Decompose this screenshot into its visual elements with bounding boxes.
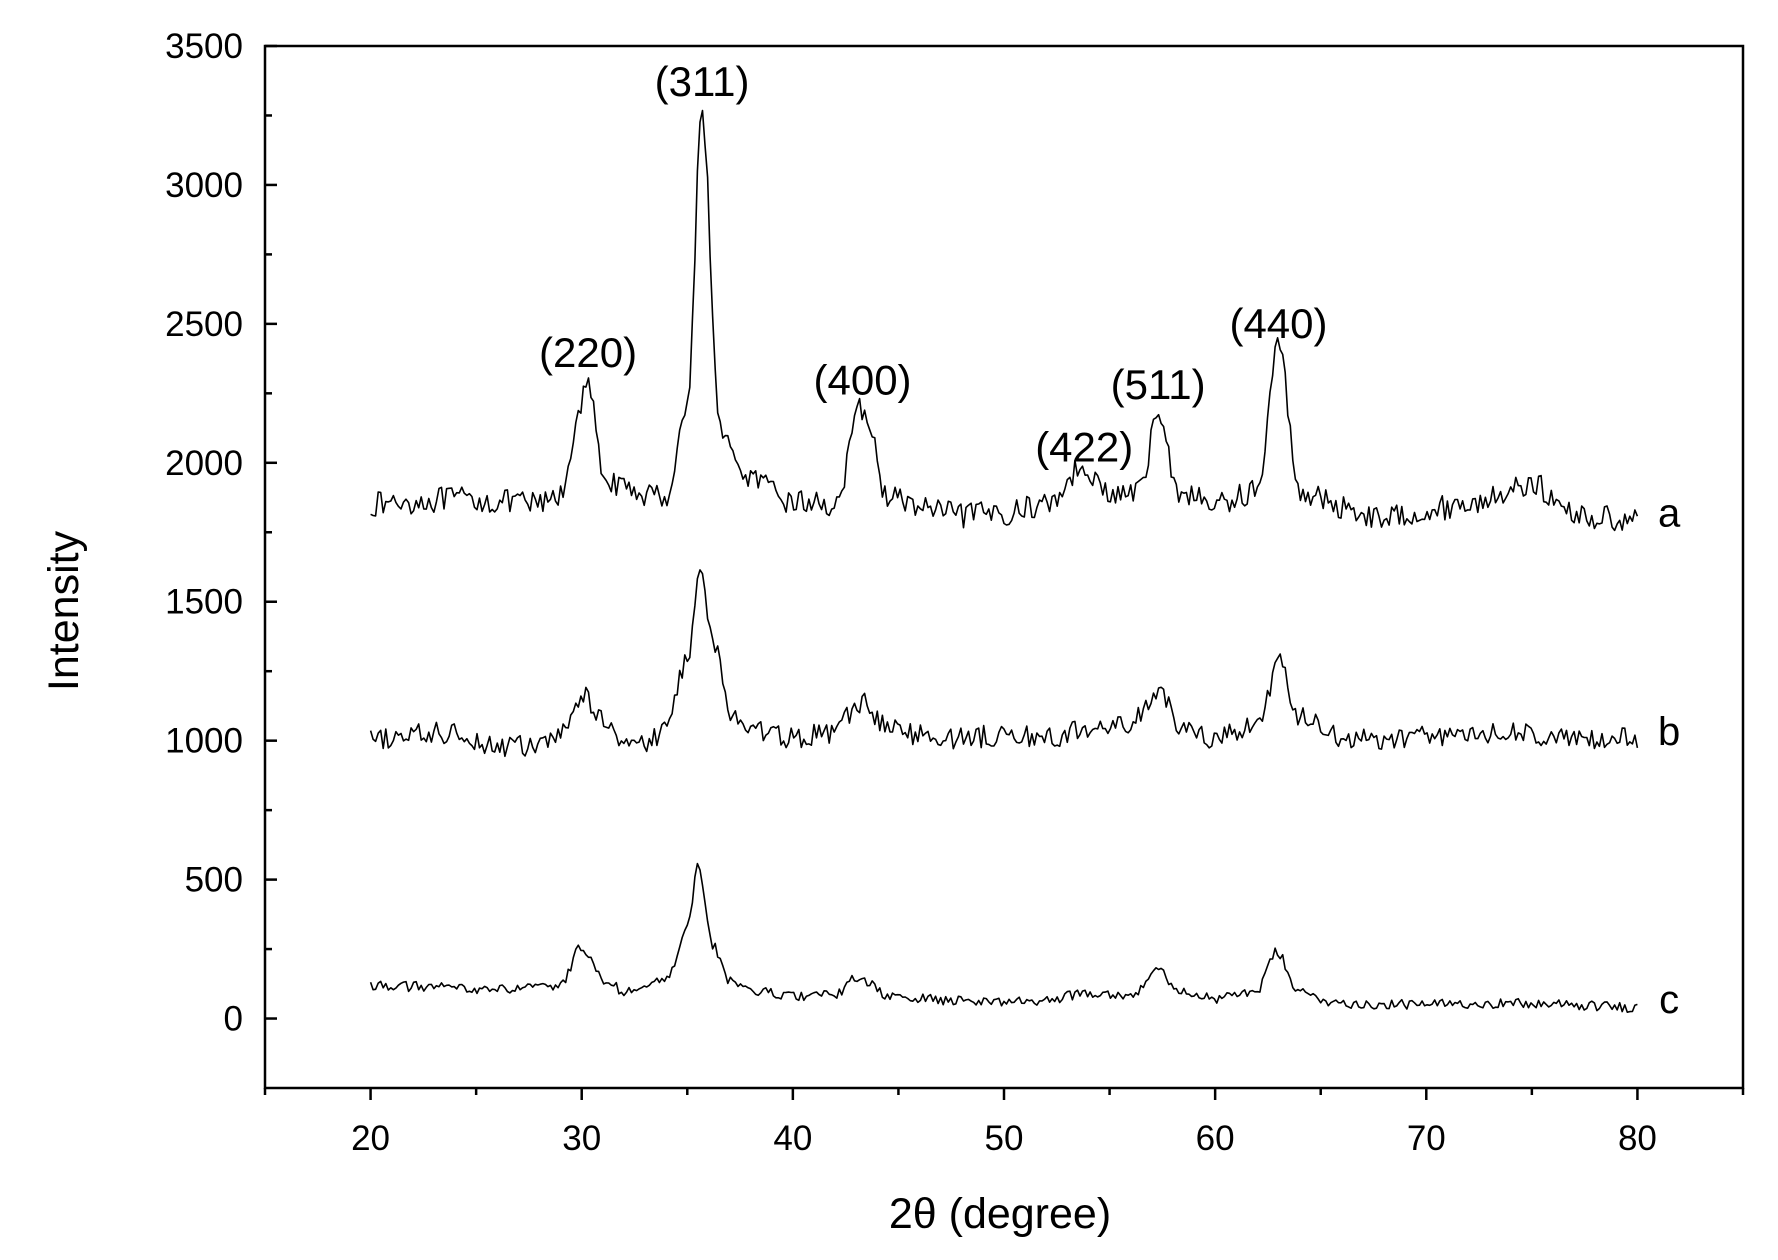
x-tick-label: 70 — [1407, 1119, 1446, 1158]
x-axis-ticks: 20 30 40 50 60 70 80 — [263, 1088, 1745, 1158]
peak-label: (311) — [655, 58, 750, 105]
peak-annotations: (220) (311) (400) (422) (511) (440) — [539, 58, 1327, 470]
x-axis-title: 2θ (degree) — [889, 1190, 1111, 1238]
x-tick-label: 60 — [1196, 1119, 1235, 1158]
x-tick-label: 20 — [351, 1119, 390, 1158]
y-axis-ticks: 0 500 1000 1500 2000 2500 3000 3500 — [165, 27, 277, 1039]
x-tick-label: 40 — [773, 1119, 812, 1158]
series-a-line — [370, 109, 1639, 532]
peak-label: (400) — [814, 357, 912, 404]
series-b-line — [369, 569, 1639, 758]
y-tick-label: 2500 — [165, 305, 243, 344]
peak-label: (440) — [1229, 300, 1327, 347]
peak-label: (422) — [1035, 423, 1133, 470]
y-tick-label: 3500 — [165, 27, 243, 66]
y-axis-title: Intensity — [40, 530, 88, 691]
y-tick-label: 1500 — [165, 583, 243, 622]
peak-label: (220) — [539, 329, 637, 376]
x-tick-label: 50 — [985, 1119, 1024, 1158]
y-tick-label: 0 — [224, 1000, 243, 1039]
x-tick-label: 80 — [1618, 1119, 1657, 1158]
series-group — [369, 109, 1639, 1013]
series-labels: a b c — [1658, 492, 1681, 1022]
series-label-a: a — [1658, 492, 1681, 536]
y-tick-label: 2000 — [165, 444, 243, 483]
y-tick-label: 500 — [185, 861, 243, 900]
series-label-c: c — [1659, 978, 1679, 1022]
series-c-line — [369, 862, 1638, 1013]
series-label-b: b — [1658, 710, 1680, 754]
y-tick-label: 1000 — [165, 722, 243, 761]
peak-label: (511) — [1111, 361, 1206, 408]
x-tick-label: 30 — [562, 1119, 601, 1158]
y-tick-label: 3000 — [165, 166, 243, 205]
